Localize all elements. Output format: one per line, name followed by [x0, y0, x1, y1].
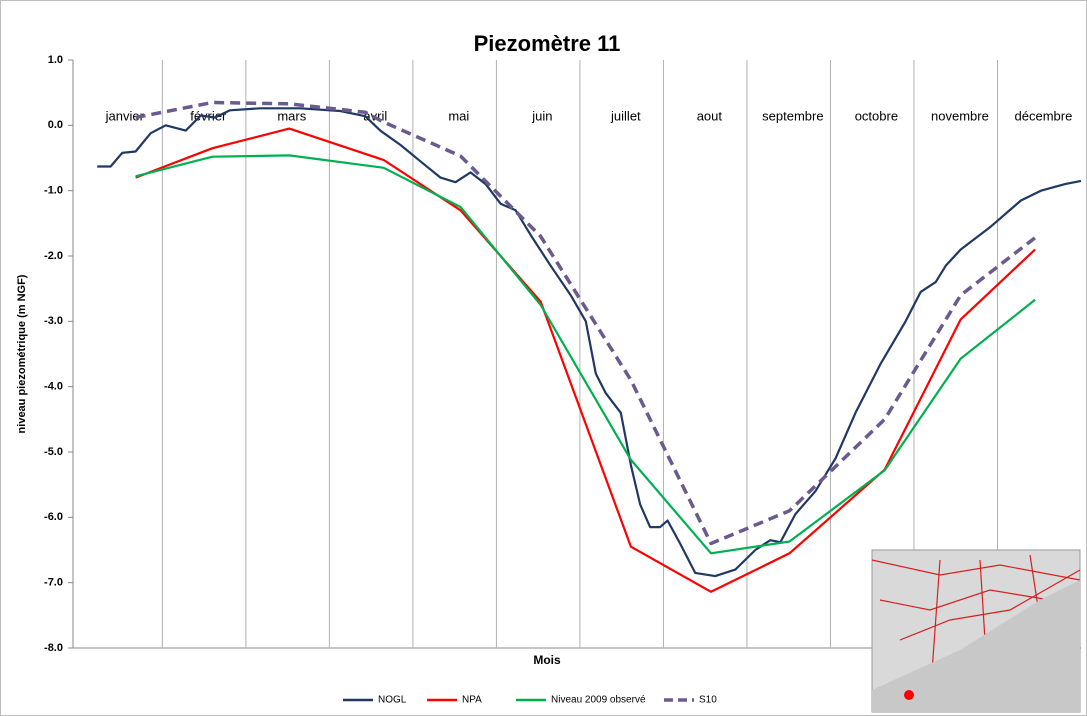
chart-title: Piezomètre 11	[474, 31, 621, 56]
y-tick-label: -8.0	[44, 642, 63, 654]
y-tick-label: -2.0	[44, 250, 63, 262]
y-tick-label: 0.0	[48, 119, 63, 131]
y-tick-label: -7.0	[44, 577, 63, 589]
legend-label: NOGL	[378, 695, 407, 706]
y-tick-label: 1.0	[48, 54, 63, 66]
month-label: mars	[277, 108, 306, 123]
month-label: novembre	[931, 108, 989, 123]
legend-label: NPA	[462, 695, 482, 706]
month-label: juillet	[610, 108, 641, 123]
y-tick-label: -1.0	[44, 185, 63, 197]
legend-label: S10	[699, 695, 717, 706]
month-label: juin	[531, 108, 552, 123]
y-axis-label: niveau piezométrique (m NGF)	[16, 274, 28, 433]
inset-map	[872, 550, 1080, 712]
y-tick-label: -6.0	[44, 511, 63, 523]
month-label: mai	[448, 108, 469, 123]
y-tick-label: -5.0	[44, 446, 63, 458]
month-label: septembre	[762, 108, 823, 123]
legend-label: Niveau 2009 observé	[551, 695, 646, 706]
y-tick-label: -4.0	[44, 381, 63, 393]
month-label: octobre	[855, 108, 898, 123]
y-tick-label: -3.0	[44, 315, 63, 327]
month-label: décembre	[1015, 108, 1073, 123]
x-axis-label: Mois	[533, 653, 561, 667]
month-label: aout	[697, 108, 723, 123]
chart: Piezomètre 11 Mois niveau piezométrique …	[0, 0, 1087, 716]
